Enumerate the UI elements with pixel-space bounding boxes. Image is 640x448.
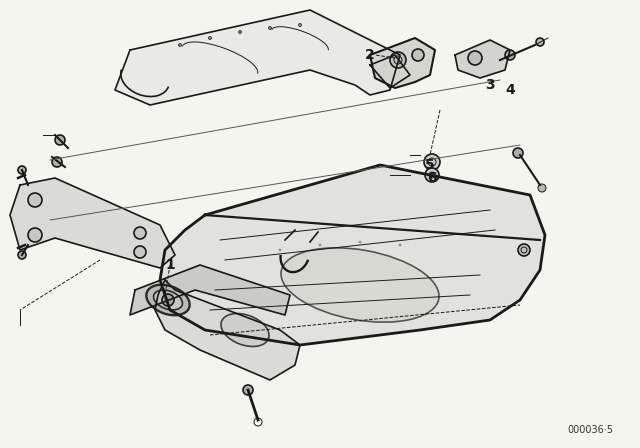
Circle shape bbox=[518, 244, 530, 256]
Circle shape bbox=[209, 36, 211, 39]
Circle shape bbox=[399, 244, 401, 246]
Circle shape bbox=[134, 246, 146, 258]
Circle shape bbox=[536, 38, 544, 46]
Text: 5: 5 bbox=[425, 158, 435, 172]
Circle shape bbox=[134, 227, 146, 239]
Circle shape bbox=[269, 26, 271, 30]
Polygon shape bbox=[455, 40, 510, 78]
Circle shape bbox=[424, 154, 440, 170]
Circle shape bbox=[513, 148, 523, 158]
Text: 000036·5: 000036·5 bbox=[567, 425, 613, 435]
Circle shape bbox=[279, 249, 281, 251]
Circle shape bbox=[468, 51, 482, 65]
Polygon shape bbox=[155, 280, 300, 380]
Circle shape bbox=[412, 49, 424, 61]
Circle shape bbox=[239, 30, 241, 34]
Ellipse shape bbox=[154, 290, 182, 310]
Circle shape bbox=[359, 241, 361, 243]
Ellipse shape bbox=[221, 314, 269, 346]
Circle shape bbox=[55, 135, 65, 145]
Circle shape bbox=[298, 23, 301, 26]
Ellipse shape bbox=[281, 248, 439, 322]
Circle shape bbox=[425, 168, 439, 182]
Circle shape bbox=[319, 244, 321, 246]
Circle shape bbox=[538, 184, 546, 192]
Text: 3: 3 bbox=[485, 78, 495, 92]
Polygon shape bbox=[115, 10, 400, 105]
Circle shape bbox=[18, 166, 26, 174]
Circle shape bbox=[18, 251, 26, 259]
Ellipse shape bbox=[147, 285, 189, 315]
Circle shape bbox=[243, 385, 253, 395]
Circle shape bbox=[505, 50, 515, 60]
Polygon shape bbox=[10, 178, 175, 268]
Text: 6: 6 bbox=[427, 171, 437, 185]
Text: 4: 4 bbox=[505, 83, 515, 97]
Circle shape bbox=[162, 294, 174, 306]
Polygon shape bbox=[370, 38, 435, 88]
Polygon shape bbox=[130, 265, 290, 315]
Text: 1: 1 bbox=[165, 258, 175, 272]
Circle shape bbox=[28, 193, 42, 207]
Polygon shape bbox=[370, 55, 410, 88]
Circle shape bbox=[179, 43, 182, 47]
Circle shape bbox=[28, 228, 42, 242]
Polygon shape bbox=[160, 165, 545, 345]
Circle shape bbox=[52, 157, 62, 167]
Text: 2: 2 bbox=[365, 48, 375, 62]
Circle shape bbox=[390, 52, 406, 68]
